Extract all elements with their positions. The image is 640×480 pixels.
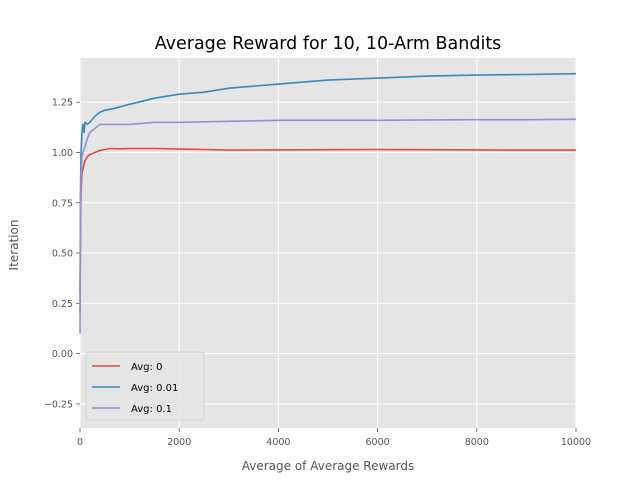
chart-title: Average Reward for 10, 10-Arm Bandits [155, 34, 502, 54]
legend: Avg: 0 Avg: 0.01 Avg: 0.1 [85, 351, 205, 421]
x-tick-label: 4000 [266, 437, 290, 448]
series-line-0 [79, 147, 576, 314]
series-line-1 [79, 72, 577, 294]
legend-entry: Avg: 0.01 [131, 383, 178, 394]
legend-entry: Avg: 0 [131, 362, 162, 373]
legend-entry: Avg: 0.1 [131, 404, 172, 415]
y-tick-label: 1.00 [52, 148, 73, 159]
series-lines [79, 72, 577, 334]
y-tick-label: 1.25 [52, 98, 73, 109]
x-tick-label: 6000 [366, 437, 390, 448]
x-tick-label: 2000 [167, 437, 191, 448]
y-tick-label: 0.25 [52, 299, 73, 310]
y-tick-label: −0.25 [44, 399, 73, 410]
x-tick-label: 0 [77, 437, 83, 448]
x-tick-label: 10000 [561, 437, 591, 448]
x-tick-label: 8000 [465, 437, 489, 448]
y-tick-label: 0.00 [52, 349, 73, 360]
y-axis-label: Iteration [7, 220, 21, 271]
x-axis-label: Average of Average Rewards [242, 459, 415, 473]
x-ticks: 0 2000 4000 6000 8000 10000 [77, 428, 591, 448]
legend-box [85, 351, 205, 421]
y-tick-label: 0.75 [52, 198, 73, 209]
y-tick-label: 0.50 [52, 249, 73, 260]
series-line-2 [79, 118, 577, 334]
